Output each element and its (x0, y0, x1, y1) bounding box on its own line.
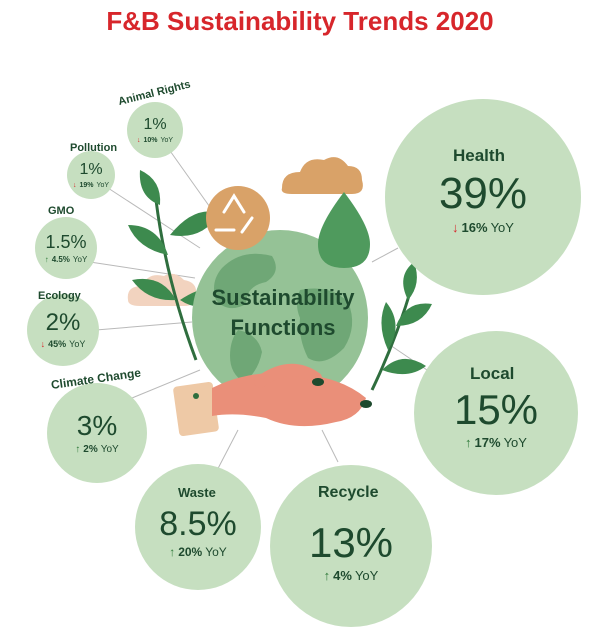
trend-percent: 8.5% (159, 505, 237, 543)
bubble-animal-rights: 1% ↓ 10% YoY (127, 102, 183, 158)
trend-yoy: ↓ 16% YoY (452, 220, 514, 235)
globe-continents (214, 253, 353, 382)
trend-percent: 1% (79, 160, 103, 178)
bubble-pollution: 1% ↓ 19% YoY (67, 151, 115, 199)
yoy-label: YoY (100, 443, 119, 455)
yoy-label: YoY (490, 219, 514, 235)
arrow-down-icon: ↓ (452, 219, 459, 235)
yoy-label: YoY (72, 254, 88, 264)
trend-yoy: ↑ 4% YoY (324, 568, 379, 583)
leaf-branch-right (370, 262, 432, 391)
yoy-label: YoY (160, 136, 174, 144)
trend-percent: 2% (45, 309, 81, 336)
yoy-value: 16% (461, 219, 488, 235)
trend-percent: 13% (308, 518, 394, 566)
trend-percent: 1% (143, 115, 167, 133)
yoy-value: 10% (143, 136, 158, 144)
water-drop-icon (318, 192, 370, 268)
yoy-label: YoY (205, 545, 227, 559)
trend-yoy: ↓ 10% YoY (137, 137, 173, 144)
trend-yoy: ↓ 19% YoY (73, 182, 109, 189)
trend-yoy: ↑ 4.5% YoY (45, 255, 88, 264)
trend-yoy: ↓ 45% YoY (41, 339, 86, 349)
yoy-value: 45% (48, 339, 67, 349)
yoy-value: 4.5% (51, 254, 70, 264)
arrow-up-icon: ↑ (323, 567, 331, 583)
arrow-up-icon: ↑ (169, 545, 176, 559)
trend-yoy: ↑ 2% YoY (75, 444, 118, 455)
yoy-label: YoY (354, 567, 379, 583)
trend-percent: 1.5% (45, 231, 87, 252)
center-label: Sustainability Functions (211, 285, 355, 340)
arrow-up-icon: ↑ (75, 443, 81, 455)
trend-name-gmo: GMO (48, 205, 75, 217)
trend-name-waste: Waste (178, 485, 216, 500)
recycle-badge-icon (206, 186, 270, 250)
bubble-ecology: 2% ↓ 45% YoY (27, 294, 99, 366)
infographic-title: F&B Sustainability Trends 2020 (106, 6, 494, 36)
trend-name-health: Health (453, 146, 505, 165)
yoy-label: YoY (503, 434, 527, 450)
bubble-health: 39% ↓ 16% YoY (385, 99, 581, 295)
bubble-climate-change: 3% ↑ 2% YoY (47, 383, 147, 483)
yoy-label: YoY (96, 181, 110, 189)
cloud-illustration (281, 157, 363, 194)
trend-percent: 15% (453, 385, 539, 433)
bubble-waste: 8.5% ↑ 20% YoY (135, 464, 261, 590)
yoy-value: 2% (83, 443, 98, 455)
yoy-value: 19% (79, 181, 94, 189)
trend-name-pollution: Pollution (70, 142, 118, 154)
hand-illustration (173, 363, 372, 437)
trend-name-recycle: Recycle (318, 484, 379, 501)
yoy-value: 20% (178, 545, 203, 559)
trend-yoy: ↑ 17% YoY (465, 435, 527, 450)
yoy-label: YoY (69, 339, 86, 349)
arrow-down-icon: ↓ (72, 181, 77, 189)
trend-name-local: Local (470, 364, 515, 383)
arrow-down-icon: ↓ (40, 339, 46, 349)
arrow-down-icon: ↓ (136, 136, 141, 144)
yoy-value: 4% (333, 567, 352, 583)
arrow-up-icon: ↑ (44, 254, 49, 264)
trend-name-ecology: Ecology (38, 290, 81, 302)
bubble-gmo: 1.5% ↑ 4.5% YoY (35, 217, 97, 279)
trend-yoy: ↑ 20% YoY (169, 545, 227, 559)
trend-percent: 3% (76, 409, 118, 441)
bubble-recycle: 13% ↑ 4% YoY (270, 465, 432, 627)
trend-percent: 39% (438, 168, 528, 218)
arrow-up-icon: ↑ (465, 434, 472, 450)
yoy-value: 17% (474, 434, 501, 450)
bubble-local: 15% ↑ 17% YoY (414, 331, 578, 495)
